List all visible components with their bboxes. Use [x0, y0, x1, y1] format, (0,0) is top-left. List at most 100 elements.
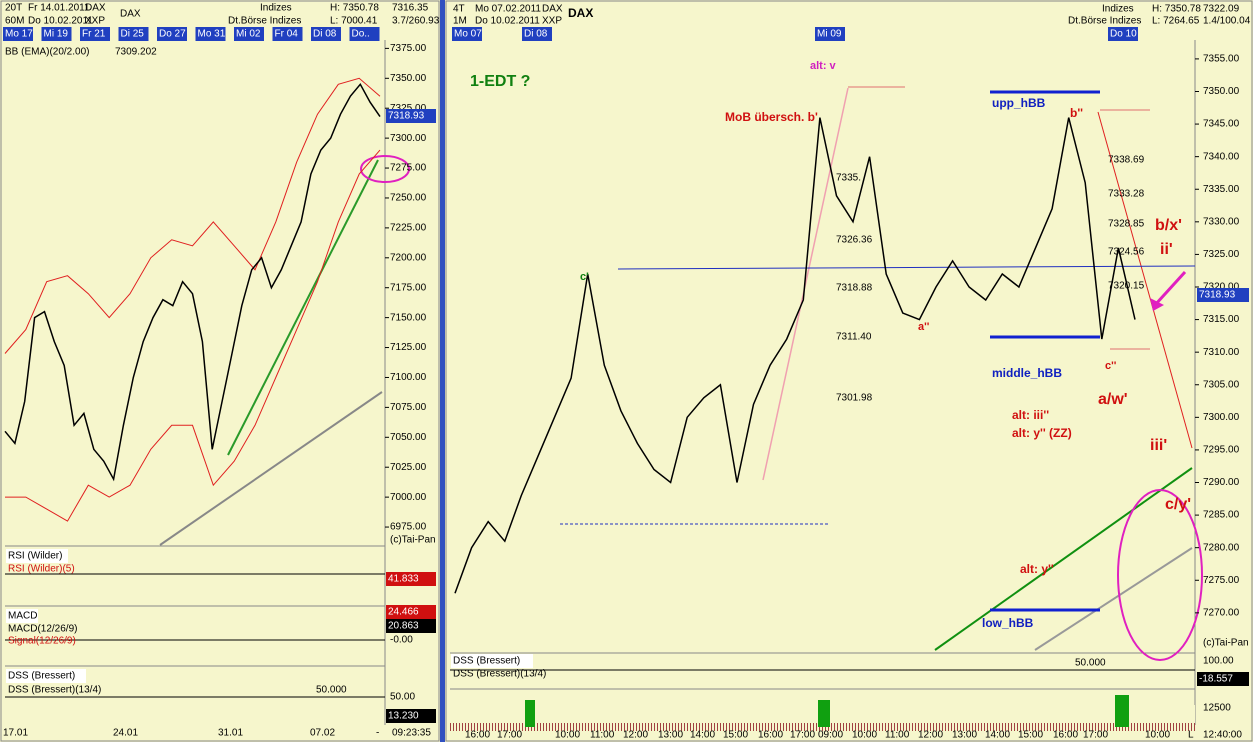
header-text: Indizes	[1102, 4, 1134, 15]
header-text: 4T	[453, 4, 465, 15]
y-tick-label: 7075.00	[390, 402, 427, 413]
trendline	[934, 467, 1193, 651]
right-frame	[445, 0, 1253, 742]
date-label-box	[311, 27, 341, 41]
header-text: Indizes	[260, 3, 292, 14]
y-tick-label: 7375.00	[390, 43, 427, 54]
indicator-value: 13.230	[388, 711, 419, 722]
level-label: 7318.88	[836, 283, 873, 294]
trendline	[227, 159, 379, 456]
panel-title: RSI (Wilder)	[8, 551, 62, 562]
indicator-label: MACD(12/26/9)	[8, 624, 77, 635]
panel-title-box	[6, 549, 68, 563]
indicator-value: 24.466	[388, 607, 419, 618]
y-tick-label: 7350.00	[390, 73, 427, 84]
indicator-value: 20.863	[388, 621, 419, 632]
date-label: Mi 19	[44, 29, 69, 40]
level-label: 50.000	[316, 685, 347, 696]
header-text: Dt.Börse Indizes	[228, 16, 301, 27]
x-tick-label: -	[376, 728, 379, 739]
header-text: XXP	[85, 16, 105, 27]
date-label: Fr 21	[82, 29, 106, 40]
date-label-box	[118, 27, 149, 41]
annotation: a/w'	[1098, 391, 1128, 408]
y-tick-label: 7330.00	[1203, 216, 1240, 227]
indicator-label: RSI (Wilder)(5)	[8, 564, 75, 575]
y-tick-label: 7300.00	[1203, 412, 1240, 423]
y-tick-label: 7335.00	[1203, 184, 1240, 195]
indicator-value-box	[386, 619, 436, 633]
date-label: Do 10	[1110, 29, 1137, 40]
header-text: DAX	[85, 3, 106, 14]
y-tick-label: 7290.00	[1203, 477, 1240, 488]
header-text: L: 7264.65	[1152, 16, 1200, 27]
x-tick-label: 14:00	[690, 730, 715, 741]
header-text: Fr 14.01.2011	[28, 3, 90, 14]
y-tick-label: 7305.00	[1203, 379, 1240, 390]
x-tick-label: 10:00	[852, 730, 877, 741]
y-tick-label: 7325.00	[1203, 249, 1240, 260]
date-label: Fr 04	[275, 29, 299, 40]
date-label-box	[234, 27, 264, 41]
indicator-value-box	[1197, 672, 1249, 686]
annotation: ii'	[1160, 241, 1173, 258]
indicator-label: Signal(12/26/9)	[8, 636, 76, 647]
y-tick-label: 7320.00	[1203, 282, 1240, 293]
header-text: XXP	[542, 16, 562, 27]
date-label: Di 25	[121, 29, 145, 40]
y-tick-label: 7355.00	[1203, 54, 1240, 65]
date-label: Mi 02	[236, 29, 261, 40]
level-label: 7338.69	[1108, 155, 1145, 166]
arrow-head	[1150, 298, 1164, 311]
indicator-value: -18.557	[1199, 674, 1233, 685]
indicator-value-box	[386, 709, 436, 723]
price-box: 7318.93	[388, 111, 425, 122]
indicator-label: BB (EMA)(20/2.00)	[5, 47, 89, 58]
annotation: a''	[918, 321, 930, 333]
trendline	[1097, 111, 1193, 449]
date-label-box	[1108, 27, 1138, 41]
y-tick-label: 7100.00	[390, 372, 427, 383]
x-tick-label: 17.01	[3, 728, 28, 739]
volume-bar	[525, 700, 535, 727]
header-text: 1.4/100.04	[1203, 16, 1251, 27]
panel-title: MACD	[8, 611, 37, 622]
header-text: 7316.35	[392, 3, 429, 14]
y-tick-label: 7325.00	[390, 103, 427, 114]
date-label: Mi 09	[817, 29, 842, 40]
volume-bar	[818, 700, 830, 727]
header-text: Do 10.02.2011	[475, 16, 540, 27]
y-tick-label: 7000.00	[390, 492, 427, 503]
y-tick-label: 7345.00	[1203, 119, 1240, 130]
x-tick-label: 12:00	[623, 730, 648, 741]
annotation: 1-EDT ?	[470, 73, 530, 90]
y-tick-label: 7025.00	[390, 462, 427, 473]
x-tick-label: 16:00	[1053, 730, 1078, 741]
annotation: upp_hBB	[992, 96, 1046, 110]
y-tick-label: 7300.00	[390, 133, 427, 144]
header-text: 3.7/260.93	[392, 16, 440, 27]
x-tick-label: 12:00	[918, 730, 943, 741]
volume-bar	[1115, 695, 1129, 727]
x-tick-label: 09:00	[818, 730, 843, 741]
panel-title: DSS (Bressert)	[8, 671, 75, 682]
left-frame	[0, 0, 440, 742]
header-text: L: 7000.41	[330, 16, 378, 27]
x-tick-label: 24.01	[113, 728, 138, 739]
annotation: c/y'	[1165, 496, 1191, 513]
date-label-box	[272, 27, 303, 41]
date-label: Mo 31	[198, 29, 226, 40]
y-tick-label: 7315.00	[1203, 314, 1240, 325]
panel-title-box	[6, 669, 86, 683]
header-text: DAX	[120, 9, 141, 20]
header-text: H: 7350.78	[1152, 4, 1201, 15]
indicator-value: -0.00	[390, 635, 413, 646]
panel-title-box	[6, 609, 38, 623]
level-label: 50.000	[1075, 658, 1106, 669]
price-line	[4, 82, 381, 482]
date-label-box	[452, 27, 482, 41]
date-label-box	[80, 27, 110, 41]
panel-title-box	[451, 654, 533, 668]
x-tick-label: L	[1188, 730, 1194, 741]
